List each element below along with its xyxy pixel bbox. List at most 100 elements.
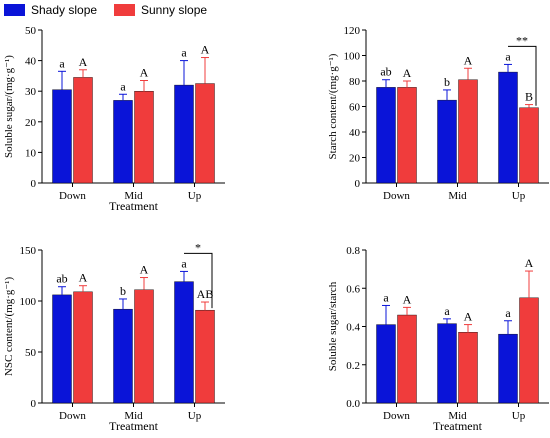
significance-letter: a — [120, 79, 126, 93]
y-tick-label: 0.0 — [346, 398, 360, 410]
bar-sunny — [134, 90, 154, 184]
bar-sunny — [73, 291, 93, 404]
x-tick-label: Down — [383, 410, 410, 422]
y-tick-label: 0.8 — [346, 245, 360, 257]
y-tick-label: 0.2 — [346, 360, 360, 372]
y-tick-label: 40 — [25, 56, 37, 68]
bar-shady — [376, 87, 396, 184]
x-tick-label: Up — [512, 190, 526, 202]
significance-letter: A — [403, 292, 412, 306]
bar-sunny — [134, 289, 154, 404]
x-tick-label: Up — [512, 410, 526, 422]
significance-letter: ab — [56, 272, 67, 286]
bar-sunny — [458, 332, 478, 404]
chart-panel-3: 0 50 100 150 NSC content/(mg·g⁻¹) Treatment Do… — [3, 240, 225, 433]
significance-letter: A — [464, 310, 473, 324]
bar-shady — [113, 308, 133, 404]
x-tick-label: Mid — [448, 190, 467, 202]
significance-letter: A — [403, 66, 412, 80]
y-tick-label: 0 — [31, 398, 37, 410]
bar-shady — [376, 324, 396, 404]
significance-marker: ** — [516, 33, 528, 47]
x-tick-label: Mid — [124, 190, 143, 202]
y-tick-label: 50 — [25, 25, 37, 37]
y-tick-label: 100 — [344, 51, 361, 63]
y-axis-label: Starch content/(mg·g⁻¹) — [327, 53, 339, 159]
significance-letter: A — [140, 65, 149, 79]
y-tick-label: 50 — [25, 347, 37, 359]
significance-letter: a — [181, 46, 187, 60]
significance-letter: a — [444, 304, 450, 318]
x-tick-label: Down — [59, 410, 86, 422]
significance-bracket — [508, 45, 537, 106]
legend-swatch-sunny — [114, 4, 135, 16]
bar-shady — [174, 281, 194, 404]
significance-letter: A — [201, 43, 210, 57]
bar-sunny — [73, 77, 93, 184]
bar-sunny — [519, 297, 539, 404]
bar-shady — [498, 333, 518, 404]
legend: Shady slope Sunny slope — [4, 3, 207, 17]
x-tick-label: Mid — [448, 410, 467, 422]
legend-label-sunny: Sunny slope — [141, 3, 207, 17]
y-tick-label: 0.4 — [346, 322, 360, 334]
bar-shady — [113, 100, 133, 184]
bar-sunny — [397, 87, 417, 184]
bar-sunny — [397, 314, 417, 404]
y-tick-label: 150 — [20, 245, 37, 257]
chart-panel-2: 0 20 40 60 80 100 120 Starch content/(mg·g⁻¹) Do… — [327, 25, 549, 202]
significance-letter: A — [525, 256, 534, 270]
x-tick-label: Down — [59, 190, 86, 202]
legend-label-shady: Shady slope — [31, 3, 97, 17]
y-tick-label: 20 — [25, 117, 37, 129]
bar-shady — [437, 99, 457, 184]
significance-letter: a — [505, 306, 511, 320]
bar-shady — [498, 71, 518, 184]
y-tick-label: 100 — [20, 296, 37, 308]
y-tick-label: 0 — [31, 178, 37, 190]
significance-letter: A — [79, 55, 88, 69]
significance-letter: a — [505, 49, 511, 63]
x-axis-label: Treatment — [109, 199, 159, 213]
y-tick-label: 80 — [349, 76, 361, 88]
bar-sunny — [195, 309, 215, 404]
x-axis-label: Treatment — [433, 419, 483, 433]
x-tick-label: Down — [383, 190, 410, 202]
y-axis-label: Soluble sugar/(mg·g⁻¹) — [3, 55, 15, 158]
chart-panel-4: 0.0 0.2 0.4 0.6 0.8 Soluble sugar/starch Treat… — [327, 245, 549, 433]
significance-marker: * — [195, 240, 201, 254]
significance-bracket — [184, 252, 213, 309]
bar-shady — [52, 294, 72, 404]
y-tick-label: 20 — [349, 153, 361, 165]
significance-letter: b — [120, 284, 126, 298]
bar-shady — [437, 323, 457, 404]
significance-letter: A — [79, 271, 88, 285]
chart-panel-1: 0 10 20 30 40 50 Soluble sugar/(mg·g⁻¹) Treatme… — [3, 25, 225, 213]
y-tick-label: 0.6 — [346, 283, 360, 295]
x-tick-label: Mid — [124, 410, 143, 422]
x-axis-label: Treatment — [109, 419, 159, 433]
y-tick-label: 0 — [355, 178, 361, 190]
y-axis-label: NSC content/(mg·g⁻¹) — [3, 277, 15, 377]
y-tick-label: 120 — [344, 25, 361, 37]
bar-shady — [52, 89, 72, 184]
y-tick-label: 10 — [25, 147, 37, 159]
significance-letter: ab — [380, 65, 391, 79]
x-tick-label: Up — [188, 190, 202, 202]
x-tick-label: Up — [188, 410, 202, 422]
bar-sunny — [195, 83, 215, 184]
y-tick-label: 30 — [25, 86, 37, 98]
bar-sunny — [519, 107, 539, 184]
legend-swatch-shady — [4, 4, 25, 16]
significance-letter: B — [525, 90, 533, 104]
bar-shady — [174, 84, 194, 184]
significance-letter: AB — [197, 287, 214, 301]
y-tick-label: 40 — [349, 127, 361, 139]
significance-letter: b — [444, 75, 450, 89]
significance-letter: a — [383, 290, 389, 304]
bar-sunny — [458, 79, 478, 184]
y-tick-label: 60 — [349, 102, 361, 114]
y-axis-label: Soluble sugar/starch — [327, 281, 339, 371]
significance-letter: A — [140, 263, 149, 277]
